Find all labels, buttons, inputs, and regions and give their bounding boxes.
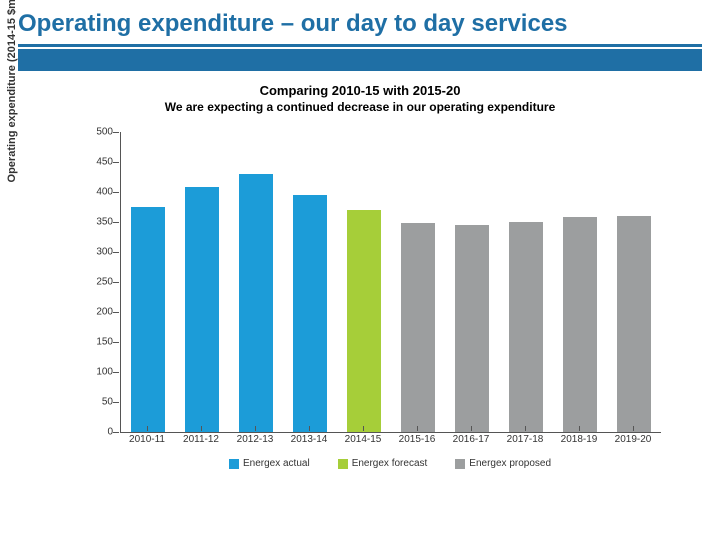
- x-tick: [309, 426, 310, 431]
- y-tick: [113, 162, 119, 163]
- x-tick: [579, 426, 580, 431]
- x-tick-label: 2018-19: [561, 434, 598, 445]
- x-tick-label: 2013-14: [291, 434, 328, 445]
- x-tick: [255, 426, 256, 431]
- y-tick-label: 0: [73, 427, 113, 438]
- x-tick: [363, 426, 364, 431]
- y-tick: [113, 402, 119, 403]
- bar-2018-19: [563, 217, 596, 432]
- bar-2010-11: [131, 207, 164, 432]
- x-tick: [201, 426, 202, 431]
- bar-2019-20: [617, 216, 650, 432]
- bar-2013-14: [293, 195, 326, 432]
- y-tick: [113, 432, 119, 433]
- x-tick: [633, 426, 634, 431]
- legend-swatch: [229, 459, 239, 469]
- x-tick-label: 2011-12: [183, 434, 219, 445]
- y-tick: [113, 192, 119, 193]
- bar-2012-13: [239, 174, 272, 432]
- x-tick-label: 2015-16: [399, 434, 436, 445]
- bar-2015-16: [401, 223, 434, 432]
- x-tick-label: 2017-18: [507, 434, 544, 445]
- legend-item-proposed: Energex proposed: [455, 458, 551, 469]
- chart-subtitle-main: Comparing 2010-15 with 2015-20: [0, 83, 720, 98]
- x-tick-label: 2010-11: [129, 434, 165, 445]
- x-tick-label: 2019-20: [615, 434, 652, 445]
- y-tick-label: 250: [73, 277, 113, 288]
- y-tick-label: 450: [73, 157, 113, 168]
- y-tick-label: 350: [73, 217, 113, 228]
- x-tick: [147, 426, 148, 431]
- y-tick: [113, 342, 119, 343]
- subtitle-block: Comparing 2010-15 with 2015-20 We are ex…: [0, 83, 720, 114]
- legend-swatch: [455, 459, 465, 469]
- y-tick-label: 100: [73, 367, 113, 378]
- plot-area: 050100150200250300350400450500: [120, 132, 661, 433]
- legend-label: Energex proposed: [469, 458, 551, 469]
- y-tick: [113, 252, 119, 253]
- y-tick: [113, 282, 119, 283]
- legend-label: Energex forecast: [352, 458, 428, 469]
- x-tick-label: 2012-13: [237, 434, 274, 445]
- y-axis-label: Operating expenditure (2014-15 $m): [6, 0, 18, 182]
- slide: Operating expenditure – our day to day s…: [0, 0, 720, 540]
- y-tick-label: 50: [73, 397, 113, 408]
- x-tick: [417, 426, 418, 431]
- y-tick-label: 200: [73, 307, 113, 318]
- page-title: Operating expenditure – our day to day s…: [18, 10, 702, 47]
- x-tick-label: 2014-15: [345, 434, 382, 445]
- x-tick: [471, 426, 472, 431]
- y-tick-label: 150: [73, 337, 113, 348]
- chart-subtitle-sub: We are expecting a continued decrease in…: [0, 100, 720, 114]
- title-block: Operating expenditure – our day to day s…: [0, 0, 720, 71]
- y-tick: [113, 132, 119, 133]
- legend-swatch: [338, 459, 348, 469]
- bar-2016-17: [455, 225, 488, 432]
- y-tick: [113, 372, 119, 373]
- y-tick-label: 300: [73, 247, 113, 258]
- y-tick: [113, 222, 119, 223]
- bar-2014-15: [347, 210, 380, 432]
- legend-item-forecast: Energex forecast: [338, 458, 428, 469]
- legend-item-actual: Energex actual: [229, 458, 310, 469]
- legend: Energex actual Energex forecast Energex pr…: [120, 458, 660, 469]
- legend-label: Energex actual: [243, 458, 310, 469]
- title-underbar: [18, 49, 702, 71]
- y-tick-label: 500: [73, 127, 113, 138]
- y-tick-label: 400: [73, 187, 113, 198]
- bar-2011-12: [185, 187, 218, 432]
- bar-2017-18: [509, 222, 542, 432]
- x-tick: [525, 426, 526, 431]
- chart: Operating expenditure (2014-15 $m) 05010…: [60, 126, 680, 486]
- x-tick-label: 2016-17: [453, 434, 490, 445]
- y-tick: [113, 312, 119, 313]
